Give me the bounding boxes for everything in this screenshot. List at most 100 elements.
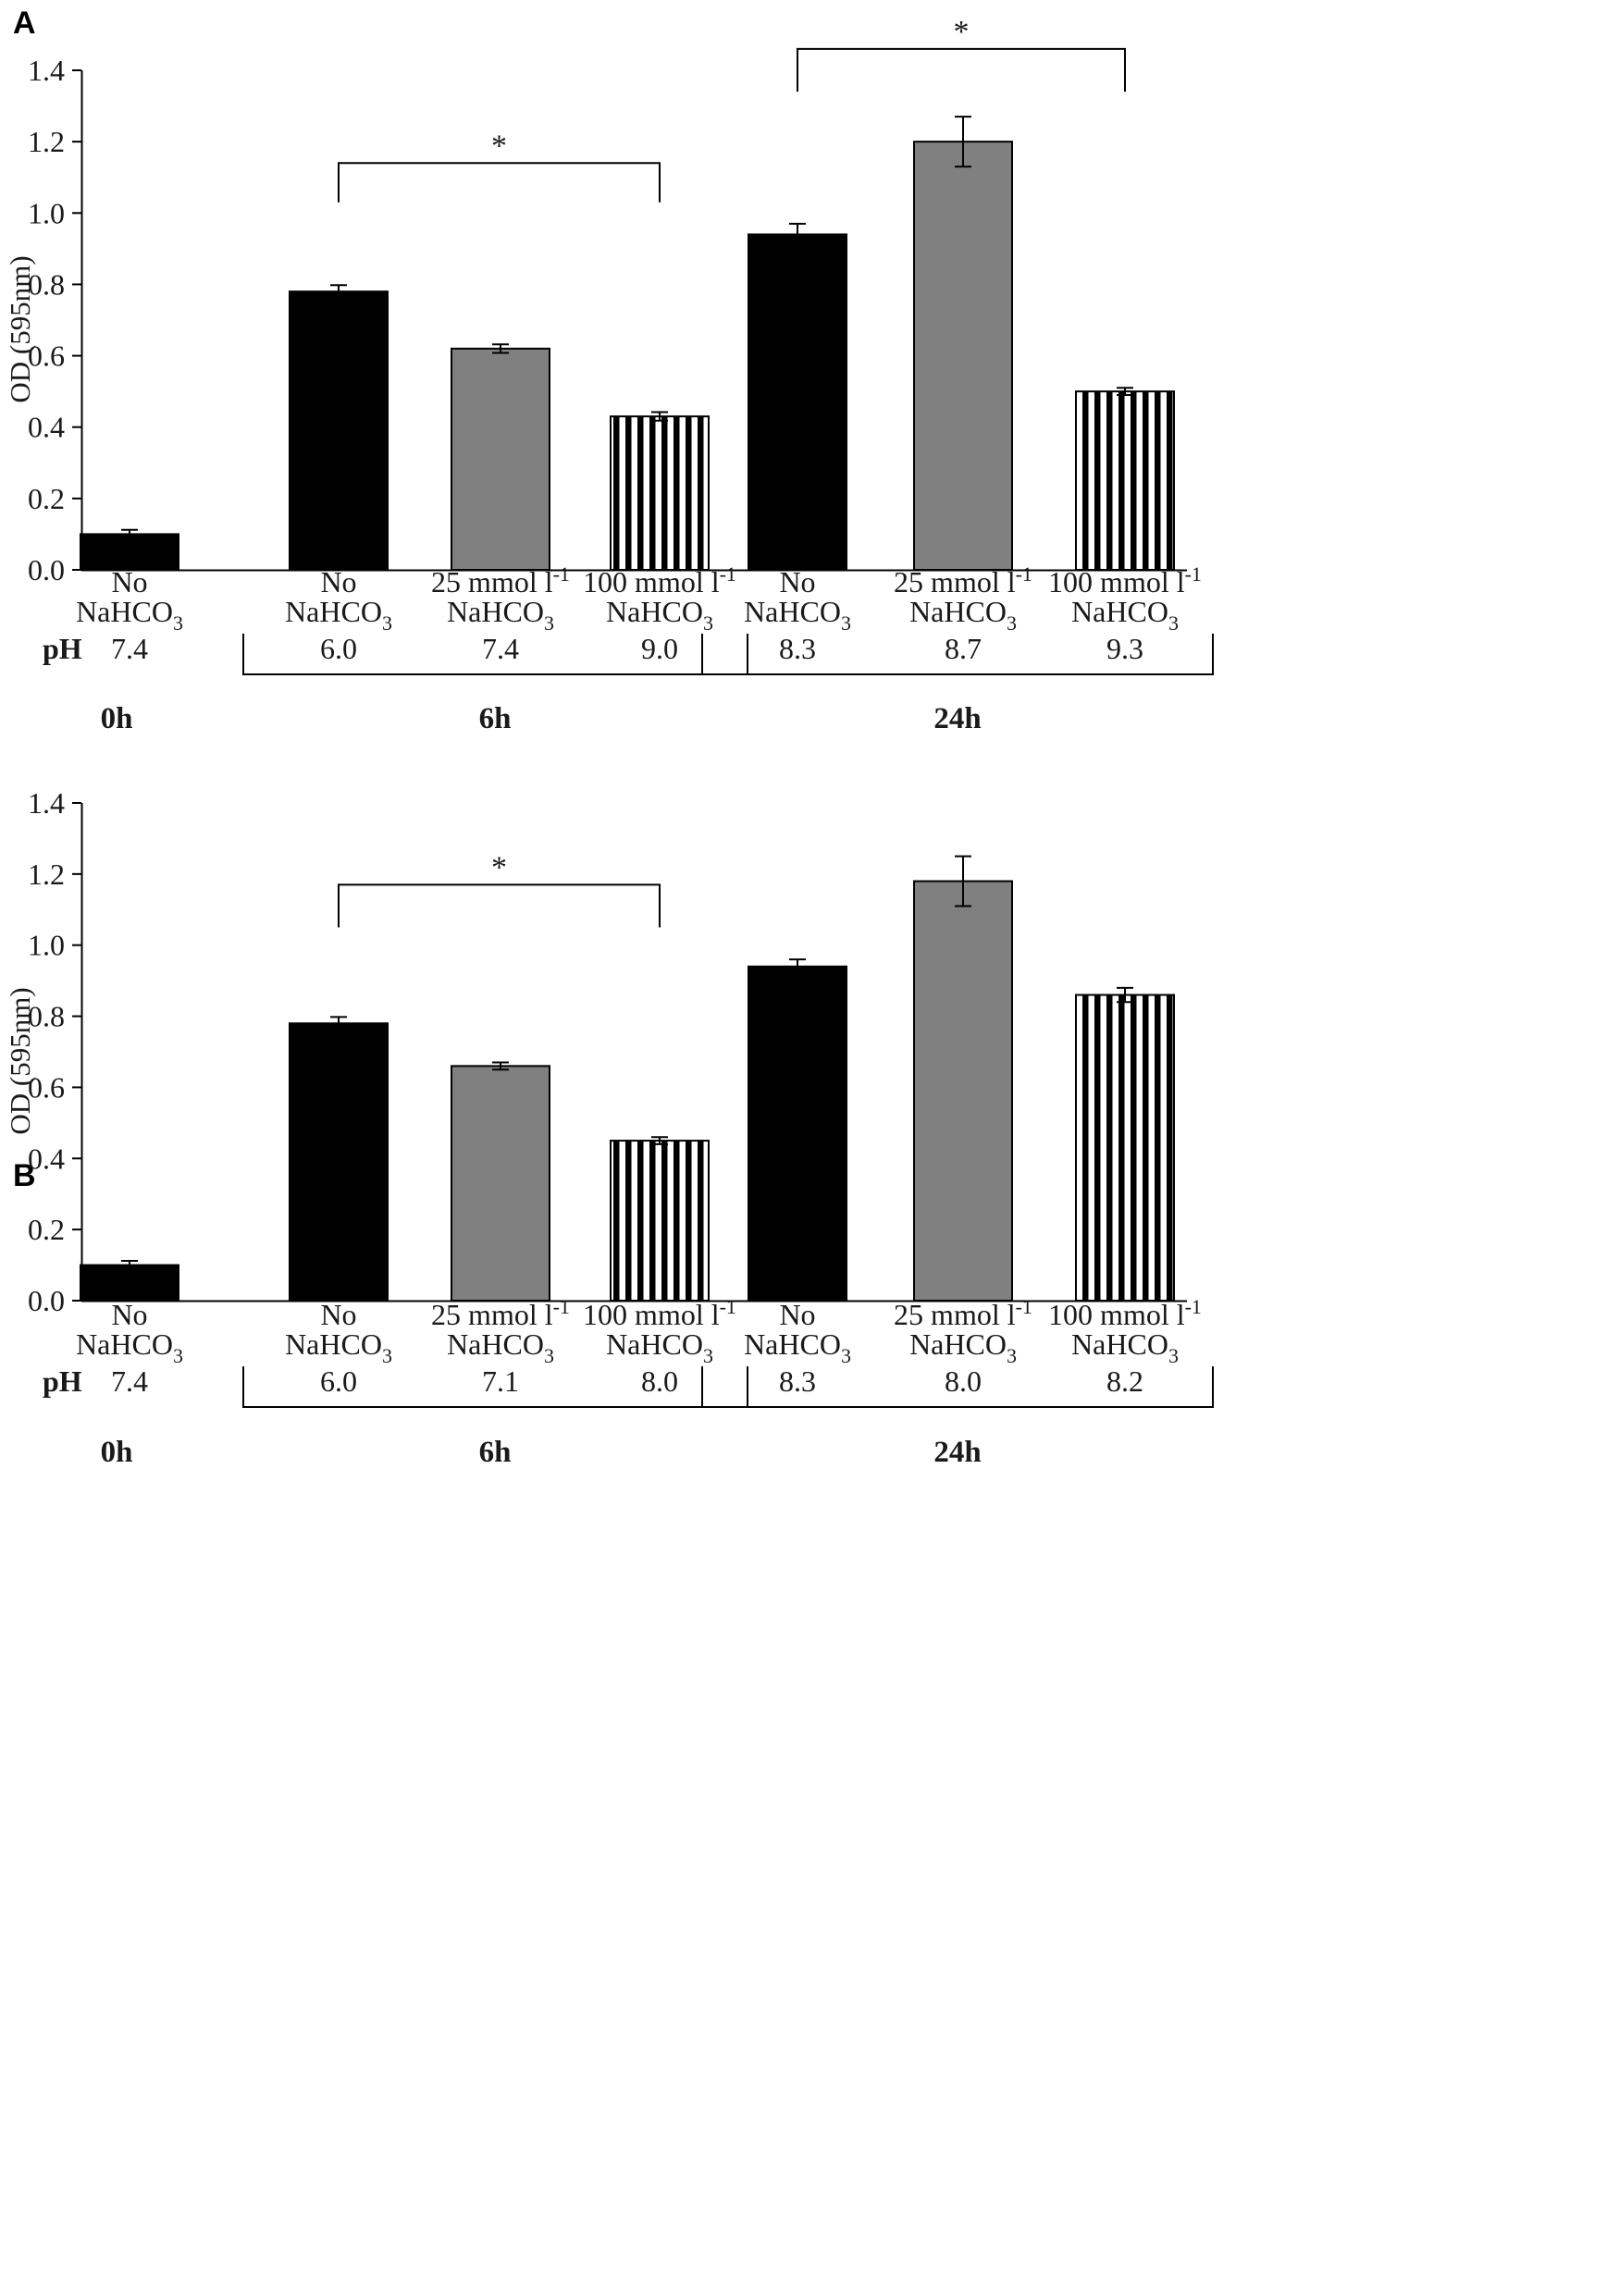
bar-100mM-6h bbox=[610, 415, 710, 571]
category-label-line1: No bbox=[779, 565, 815, 599]
chart-root: A0.00.20.40.60.81.01.21.4OD (595nm)pHNoN… bbox=[4, 6, 1214, 1469]
subscript: 3 bbox=[1168, 611, 1179, 635]
ph-value: 7.4 bbox=[111, 632, 148, 665]
category-label-line1: 25 mmol l-1 bbox=[894, 1295, 1032, 1331]
y-tick-label: 1.4 bbox=[28, 786, 65, 820]
category-label-line2: NaHCO3 bbox=[447, 1327, 554, 1367]
ph-value: 8.2 bbox=[1106, 1364, 1143, 1398]
panel-A: A0.00.20.40.60.81.01.21.4OD (595nm)pHNoN… bbox=[4, 6, 1214, 735]
time-label: 24h bbox=[933, 1436, 981, 1469]
category-label-line2: NaHCO3 bbox=[1071, 595, 1179, 635]
category-label-line1: 100 mmol l-1 bbox=[583, 1295, 736, 1331]
category-label-line1: 25 mmol l-1 bbox=[431, 1295, 570, 1331]
ph-value: 9.3 bbox=[1106, 632, 1143, 665]
y-tick-label: 1.2 bbox=[28, 125, 65, 158]
ph-bracket bbox=[701, 634, 1214, 675]
bar-25mM-6h bbox=[451, 1065, 550, 1302]
ph-value: 8.0 bbox=[945, 1364, 982, 1398]
bar-none-24h bbox=[748, 233, 847, 572]
subscript: 3 bbox=[173, 1344, 183, 1367]
category-label-line1: 100 mmol l-1 bbox=[1048, 1295, 1202, 1331]
ph-value: 8.7 bbox=[945, 632, 982, 665]
category-label-line2: NaHCO3 bbox=[76, 1327, 183, 1367]
ph-value: 8.0 bbox=[641, 1364, 678, 1398]
subscript: 3 bbox=[841, 1344, 851, 1367]
subscript: 3 bbox=[544, 1344, 554, 1367]
subscript: 3 bbox=[173, 611, 183, 635]
y-tick-label: 0.6 bbox=[28, 1070, 65, 1104]
bar-25mM-6h bbox=[451, 347, 550, 571]
time-label: 6h bbox=[479, 1436, 512, 1469]
category-label-line2: NaHCO3 bbox=[909, 595, 1017, 635]
superscript: -1 bbox=[1185, 1295, 1202, 1318]
category-label-line1: 100 mmol l-1 bbox=[1048, 562, 1202, 599]
category-label-line2: NaHCO3 bbox=[909, 1327, 1017, 1367]
y-tick-label: 0.6 bbox=[28, 339, 65, 373]
superscript: -1 bbox=[1016, 1295, 1032, 1318]
y-tick-label: 0.4 bbox=[28, 1142, 65, 1175]
category-label-line2: NaHCO3 bbox=[606, 1327, 713, 1367]
ph-bracket bbox=[242, 1366, 748, 1408]
bar-none-6h bbox=[289, 1022, 389, 1302]
time-label: 0h bbox=[101, 702, 133, 735]
panel-letter: B bbox=[13, 1158, 36, 1193]
subscript: 3 bbox=[382, 611, 392, 635]
subscript: 3 bbox=[841, 611, 851, 635]
category-label-line1: No bbox=[111, 1298, 147, 1331]
bar-100mM-24h bbox=[1075, 390, 1175, 571]
bar-25mM-24h bbox=[913, 141, 1013, 571]
significance-mark: * bbox=[491, 850, 507, 884]
y-tick-label: 0.0 bbox=[28, 553, 65, 586]
ph-row-label: pH bbox=[43, 632, 82, 665]
ph-value: 8.3 bbox=[779, 632, 816, 665]
subscript: 3 bbox=[1168, 1344, 1179, 1367]
bar-none-24h bbox=[748, 965, 847, 1302]
y-tick-label: 0.0 bbox=[28, 1284, 65, 1317]
y-axis-label: OD (595nm) bbox=[4, 255, 36, 402]
category-label-line2: NaHCO3 bbox=[744, 1327, 851, 1367]
y-tick-label: 0.2 bbox=[28, 1213, 65, 1246]
time-label: 6h bbox=[479, 702, 512, 735]
category-label-line1: 25 mmol l-1 bbox=[894, 562, 1032, 599]
significance-mark: * bbox=[954, 15, 970, 49]
category-label-line2: NaHCO3 bbox=[1071, 1327, 1179, 1367]
ph-value: 9.0 bbox=[641, 632, 678, 665]
category-label-line1: No bbox=[779, 1298, 815, 1331]
bar-25mM-24h bbox=[913, 880, 1013, 1302]
bar-100mM-6h bbox=[610, 1140, 710, 1302]
superscript: -1 bbox=[1016, 562, 1032, 586]
panel-B: B0.00.20.40.60.81.01.21.4OD (595nm)pHNoN… bbox=[4, 786, 1214, 1469]
y-tick-label: 1.0 bbox=[28, 929, 65, 962]
bar-none-6h bbox=[289, 290, 389, 571]
superscript: -1 bbox=[1185, 562, 1202, 586]
category-label-line1: No bbox=[320, 1298, 356, 1331]
ph-bracket bbox=[242, 634, 748, 675]
category-label-line2: NaHCO3 bbox=[447, 595, 554, 635]
y-tick-label: 1.2 bbox=[28, 858, 65, 891]
ph-bracket bbox=[701, 1366, 1214, 1408]
y-tick-label: 1.0 bbox=[28, 196, 65, 229]
category-label-line2: NaHCO3 bbox=[606, 595, 713, 635]
category-label-line2: NaHCO3 bbox=[744, 595, 851, 635]
ph-value: 8.3 bbox=[779, 1364, 816, 1398]
panel-letter: A bbox=[13, 6, 36, 41]
y-tick-label: 0.8 bbox=[28, 1000, 65, 1033]
subscript: 3 bbox=[703, 611, 713, 635]
bar-none-0h bbox=[80, 533, 179, 572]
ph-value: 6.0 bbox=[320, 632, 357, 665]
ph-value: 6.0 bbox=[320, 1364, 357, 1398]
ph-value: 7.4 bbox=[482, 632, 519, 665]
superscript: -1 bbox=[553, 1295, 570, 1318]
y-tick-label: 1.4 bbox=[28, 54, 65, 87]
time-label: 24h bbox=[933, 702, 981, 735]
significance-bracket bbox=[338, 883, 661, 928]
ph-value: 7.4 bbox=[111, 1364, 148, 1398]
y-axis-label: OD (595nm) bbox=[4, 987, 36, 1134]
significance-mark: * bbox=[491, 129, 507, 163]
